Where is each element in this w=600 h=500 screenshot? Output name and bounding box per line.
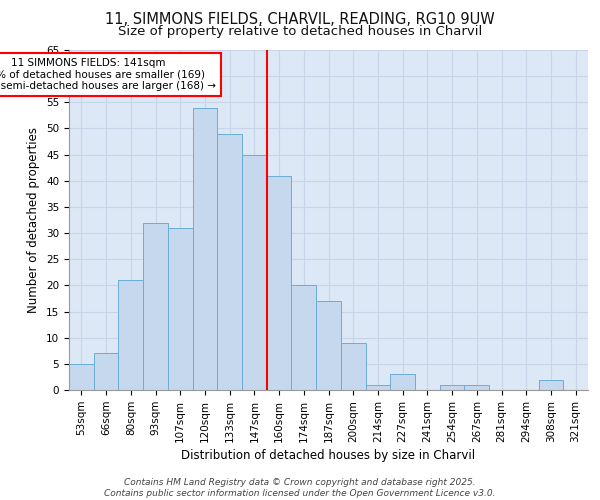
Bar — [69, 364, 94, 390]
Bar — [193, 108, 217, 390]
Bar — [94, 354, 118, 390]
Bar — [390, 374, 415, 390]
Text: Size of property relative to detached houses in Charvil: Size of property relative to detached ho… — [118, 25, 482, 38]
Bar — [341, 343, 365, 390]
Bar — [242, 154, 267, 390]
Text: Contains HM Land Registry data © Crown copyright and database right 2025.
Contai: Contains HM Land Registry data © Crown c… — [104, 478, 496, 498]
Text: 11, SIMMONS FIELDS, CHARVIL, READING, RG10 9UW: 11, SIMMONS FIELDS, CHARVIL, READING, RG… — [105, 12, 495, 28]
Bar — [316, 301, 341, 390]
Bar — [217, 134, 242, 390]
Bar — [118, 280, 143, 390]
Bar — [143, 222, 168, 390]
Y-axis label: Number of detached properties: Number of detached properties — [28, 127, 40, 313]
Bar — [464, 385, 489, 390]
Bar — [365, 385, 390, 390]
Bar — [539, 380, 563, 390]
Text: 11 SIMMONS FIELDS: 141sqm
← 50% of detached houses are smaller (169)
50% of semi: 11 SIMMONS FIELDS: 141sqm ← 50% of detac… — [0, 58, 216, 91]
X-axis label: Distribution of detached houses by size in Charvil: Distribution of detached houses by size … — [181, 449, 476, 462]
Bar — [292, 286, 316, 390]
Bar — [168, 228, 193, 390]
Bar — [440, 385, 464, 390]
Bar — [267, 176, 292, 390]
